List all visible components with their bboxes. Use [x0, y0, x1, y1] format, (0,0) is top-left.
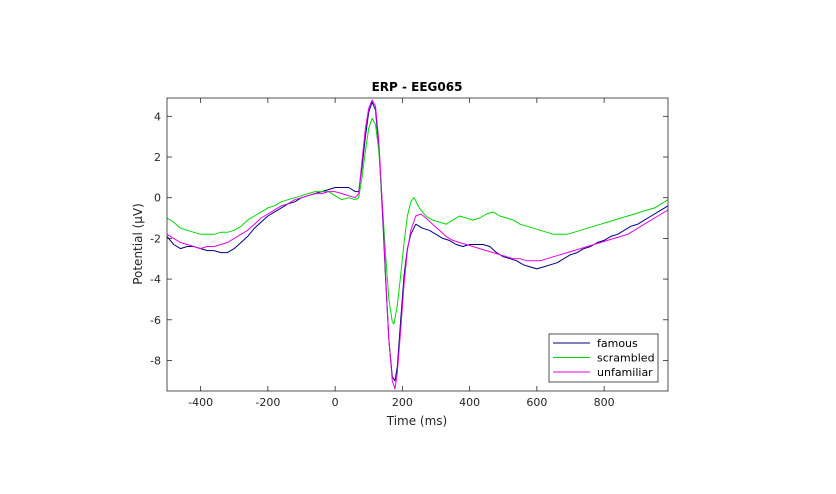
chart-title: ERP - EEG065 [372, 80, 463, 94]
x-tick-label: -400 [188, 396, 213, 409]
x-tick-label: 400 [459, 396, 480, 409]
x-tick-label: -200 [255, 396, 280, 409]
series-line-unfamiliar [166, 99, 669, 390]
y-tick-label: 4 [154, 110, 161, 123]
x-tick-label: 600 [526, 396, 547, 409]
y-tick-label: 2 [154, 151, 161, 164]
y-tick-label: -8 [150, 354, 161, 367]
x-tick-label: 0 [332, 396, 339, 409]
x-axis-label: Time (ms) [386, 414, 448, 428]
x-tick-label: 200 [392, 396, 413, 409]
x-axis: -400 -200 0 200 400 600 800 [188, 98, 615, 409]
y-tick-label: -2 [150, 232, 161, 245]
legend-label-famous: famous [597, 337, 638, 350]
y-tick-label: -6 [150, 314, 161, 327]
x-tick-label: 800 [594, 396, 615, 409]
series-line-scrambled [166, 117, 669, 325]
y-tick-label: -4 [150, 273, 161, 286]
y-tick-label: 0 [154, 192, 161, 205]
series-layer [166, 99, 669, 390]
legend-label-scrambled: scrambled [597, 352, 655, 365]
legend-label-unfamiliar: unfamiliar [597, 366, 653, 379]
y-axis: 4 2 0 -2 -4 -6 -8 [150, 110, 668, 367]
series-line-famous [166, 101, 669, 382]
y-axis-label: Potential (μV) [131, 203, 145, 285]
axes-box [166, 97, 669, 392]
